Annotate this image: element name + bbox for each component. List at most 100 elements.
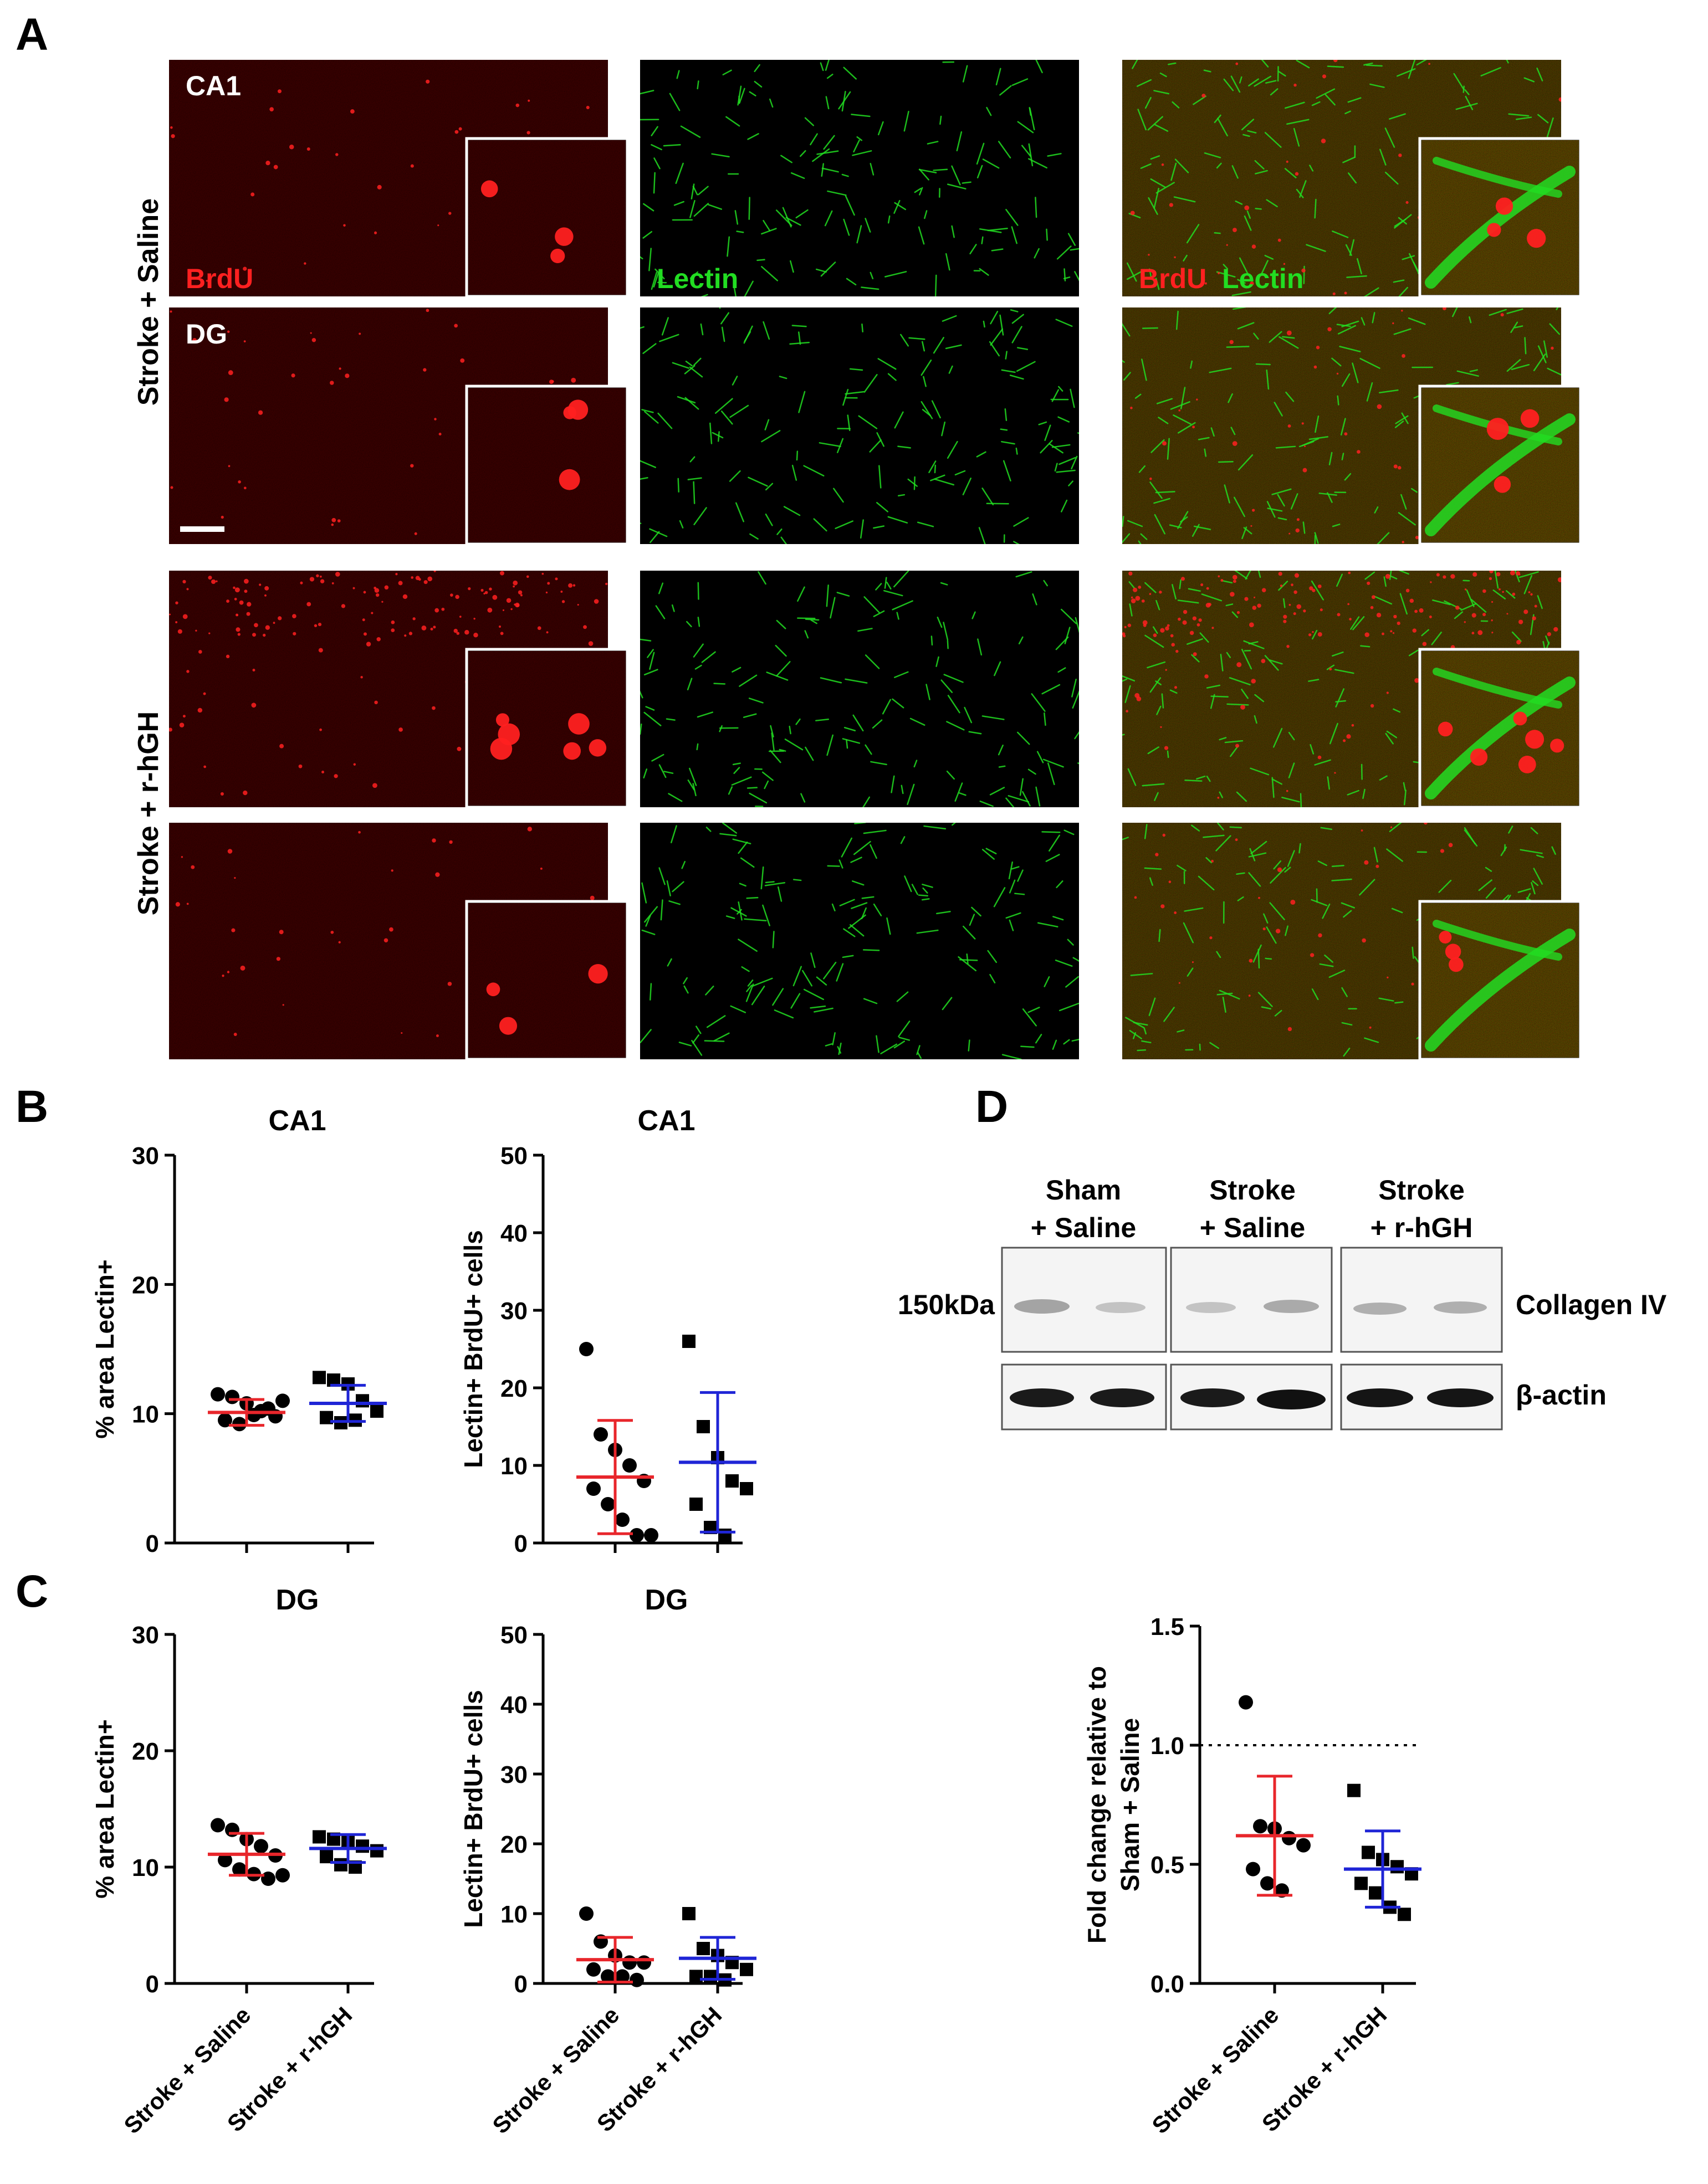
data-point [225, 1822, 239, 1837]
lane-group-2-line2: + Saline [1200, 1212, 1305, 1243]
chart-title: CA1 [268, 1105, 326, 1137]
data-point [275, 1393, 290, 1408]
y-tick-label: 50 [500, 1142, 528, 1170]
lane-group-3-line2: + r-hGH [1371, 1212, 1473, 1243]
y-tick-label: 20 [500, 1375, 528, 1402]
micrograph-tile [640, 823, 1079, 1059]
y-axis-label: Fold change relative to [1082, 1666, 1111, 1944]
micrograph-grid [169, 60, 1582, 1061]
chart-b-1: CA1 0 10 20 30 40 50 Lectin+ BrdU+ cells [459, 1105, 756, 1557]
micrograph-tile [640, 307, 1079, 544]
lane-group-2-line1: Stroke [1209, 1175, 1296, 1206]
y-tick-label: 10 [132, 1401, 159, 1428]
blot-band [1010, 1388, 1074, 1407]
micrograph-inset [465, 384, 629, 546]
data-point [644, 1528, 658, 1542]
data-point [1369, 1886, 1382, 1900]
micrograph-inset [1418, 648, 1582, 809]
data-point [622, 1955, 637, 1970]
data-point [1362, 1845, 1375, 1859]
data-point [370, 1404, 383, 1418]
y-axis-label: % area Lectin+ [90, 1719, 119, 1898]
data-point [682, 1335, 696, 1348]
chart-b-0: CA1 0 10 20 30 % area Lectin+ [90, 1105, 387, 1557]
data-point [261, 1872, 275, 1886]
chart-d-4: 0.0 0.5 1.0 1.5 Fold change relative to Sham … [1082, 1613, 1421, 2139]
y-axis-label: Lectin+ BrdU+ cells [459, 1690, 488, 1928]
data-point [704, 1970, 717, 1983]
micrograph-inset [1418, 137, 1582, 298]
data-point [682, 1907, 696, 1920]
data-point [211, 1818, 225, 1833]
data-point [356, 1394, 369, 1408]
chart-title: DG [645, 1584, 688, 1616]
y-tick-label: 1.5 [1150, 1613, 1184, 1640]
data-point [586, 1962, 601, 1977]
y-tick-label: 1.0 [1150, 1732, 1184, 1760]
y-tick-label: 10 [500, 1901, 528, 1928]
y-tick-label: 30 [132, 1142, 159, 1170]
data-point [689, 1498, 703, 1511]
data-point [1260, 1876, 1275, 1891]
y-tick-label: 0.5 [1150, 1852, 1184, 1879]
micrograph-tile [1122, 307, 1582, 546]
y-tick-label: 20 [500, 1831, 528, 1858]
panel-letter-d: D [975, 1081, 1008, 1132]
data-point [601, 1969, 615, 1984]
y-tick-label: 30 [132, 1622, 159, 1649]
data-point [254, 1839, 268, 1854]
data-point [1246, 1862, 1260, 1877]
chart-title: DG [276, 1584, 319, 1616]
y-tick-label: 30 [500, 1298, 528, 1325]
y-tick-label: 0 [514, 1971, 528, 1998]
blot-band [1434, 1301, 1487, 1314]
data-point [275, 1868, 290, 1883]
micrograph-inset [465, 648, 629, 809]
marker-label: 150kDa [898, 1289, 995, 1320]
western-blot: Sham + Saline Stroke + Saline Stroke + r… [898, 1175, 1667, 1431]
data-point [740, 1962, 753, 1976]
micrograph-tile [169, 571, 629, 809]
lane-group-3-line1: Stroke [1378, 1175, 1465, 1206]
row-label-stroke-saline: Stroke + Saline [132, 198, 165, 406]
micrograph-tile [169, 307, 629, 546]
data-point [1354, 1877, 1368, 1890]
blot-band [1347, 1388, 1413, 1407]
scale-bar [180, 526, 224, 532]
data-point [637, 1955, 651, 1970]
blot-band [1096, 1302, 1146, 1313]
chart-title: CA1 [637, 1105, 695, 1137]
y-tick-label: 10 [132, 1854, 159, 1881]
blot-band [1353, 1303, 1407, 1315]
panel-letter-a: A [16, 9, 48, 60]
data-point [615, 1969, 630, 1984]
data-point [313, 1830, 326, 1844]
y-tick-label: 20 [132, 1738, 159, 1765]
data-point [1398, 1908, 1411, 1921]
data-point [697, 1420, 710, 1433]
data-point [594, 1427, 608, 1442]
data-point [630, 1972, 644, 1987]
blot-collagen-row [1001, 1247, 1503, 1353]
charts: CA1 0 10 20 30 % area Lectin+ CA1 0 10 20 30 40 50 Le… [90, 1105, 1421, 2139]
micrograph-inset [1418, 900, 1582, 1061]
y-tick-label: 40 [500, 1220, 528, 1247]
region-label-dg: DG [186, 319, 227, 350]
data-point [218, 1853, 232, 1868]
blot-band [1257, 1390, 1326, 1409]
data-point [1390, 1860, 1404, 1874]
data-point [725, 1474, 739, 1488]
blot-band [1427, 1388, 1494, 1407]
y-tick-label: 0 [146, 1530, 159, 1557]
micrograph-tile [640, 571, 1079, 807]
data-point [1347, 1783, 1361, 1797]
data-point [218, 1413, 232, 1428]
data-point [1239, 1695, 1253, 1710]
micrograph-inset [1418, 384, 1582, 546]
data-point [1296, 1838, 1311, 1853]
blot-box [1001, 1247, 1167, 1353]
y-axis-label: % area Lectin+ [90, 1259, 119, 1438]
